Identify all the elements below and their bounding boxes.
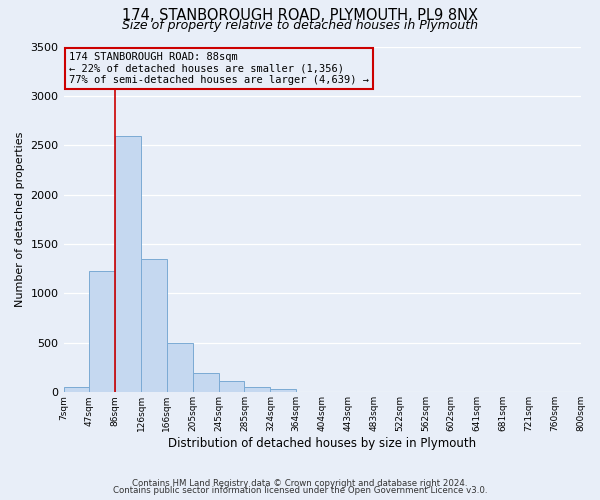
Bar (64, 388, 89, 392)
X-axis label: Distribution of detached houses by size in Plymouth: Distribution of detached houses by size … (168, 437, 476, 450)
Y-axis label: Number of detached properties: Number of detached properties (15, 132, 25, 307)
Bar (115, 136, 141, 392)
Bar (271, 390, 296, 392)
Bar (141, 259, 167, 392)
Text: Contains HM Land Registry data © Crown copyright and database right 2024.: Contains HM Land Registry data © Crown c… (132, 478, 468, 488)
Bar (244, 388, 271, 392)
Text: Size of property relative to detached houses in Plymouth: Size of property relative to detached ho… (122, 18, 478, 32)
Bar (218, 382, 244, 392)
Bar (193, 372, 218, 392)
Bar (89, 271, 115, 392)
Text: 174, STANBOROUGH ROAD, PLYMOUTH, PL9 8NX: 174, STANBOROUGH ROAD, PLYMOUTH, PL9 8NX (122, 8, 478, 22)
Text: 174 STANBOROUGH ROAD: 88sqm
← 22% of detached houses are smaller (1,356)
77% of : 174 STANBOROUGH ROAD: 88sqm ← 22% of det… (69, 52, 369, 85)
Text: Contains public sector information licensed under the Open Government Licence v3: Contains public sector information licen… (113, 486, 487, 495)
Bar (167, 343, 193, 392)
